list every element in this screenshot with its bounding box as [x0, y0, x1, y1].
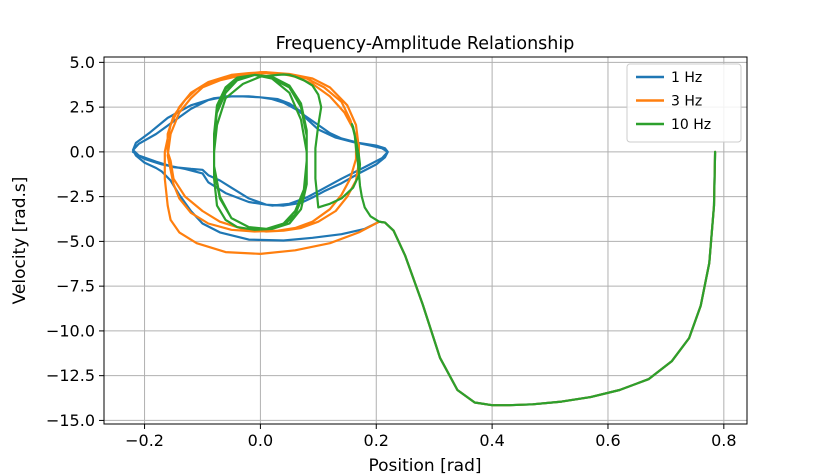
y-tick-label: −10.0 [46, 321, 95, 340]
legend-box [626, 63, 742, 143]
y-tick-label: −2.5 [56, 187, 95, 206]
legend-label-1: 3 Hz [671, 94, 702, 110]
x-tick-label: 0.8 [711, 431, 736, 450]
x-axis-label: Position [rad] [368, 456, 481, 476]
x-tick-label: 0.0 [248, 431, 273, 450]
y-tick-label: 2.5 [70, 98, 95, 117]
x-ticks: −0.2 0.0 0.2 0.4 0.6 0.8 [125, 424, 737, 450]
y-axis-label: Velocity [rad.s] [10, 177, 30, 305]
x-tick-label: 0.2 [364, 431, 389, 450]
legend-label-2: 10 Hz [671, 117, 711, 133]
y-tick-label: −12.5 [46, 366, 95, 385]
y-tick-label: −15.0 [46, 411, 95, 430]
y-tick-label: −5.0 [56, 232, 95, 251]
series-layer [131, 71, 717, 407]
legend-label-0: 1 Hz [671, 70, 702, 86]
x-tick-label: 0.6 [595, 431, 620, 450]
plot-frame [103, 56, 748, 425]
x-tick-label: −0.2 [125, 431, 164, 450]
legend-items: 1 Hz 3 Hz 10 Hz [636, 70, 711, 133]
y-ticks: 5.0 2.5 0.0 −2.5 −5.0 −7.5 −10.0 −12.5 −15.0 [46, 53, 104, 430]
series-line-2 [213, 73, 717, 407]
x-tick-label: 0.4 [479, 431, 504, 450]
y-tick-label: −7.5 [56, 277, 95, 296]
chart-title: Frequency-Amplitude Relationship [276, 34, 575, 54]
grid [104, 57, 747, 424]
y-tick-label: 0.0 [70, 142, 95, 161]
y-tick-label: 5.0 [70, 53, 95, 72]
legend: 1 Hz 3 Hz 10 Hz [626, 63, 742, 143]
